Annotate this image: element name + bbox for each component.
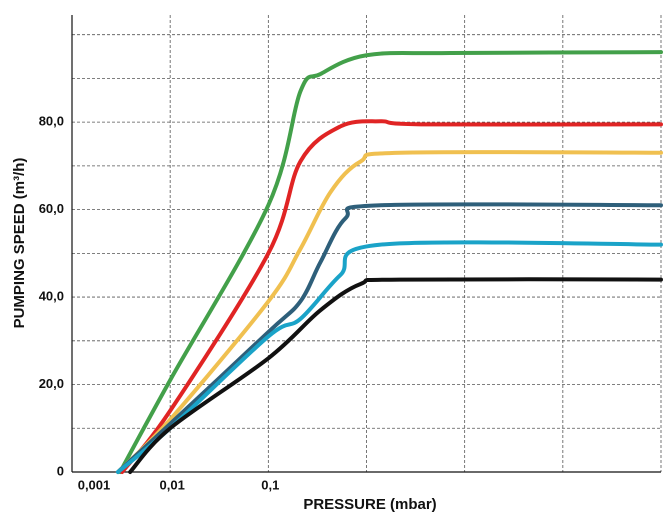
series-line xyxy=(128,277,663,474)
x-tick-label: 0,01 xyxy=(160,477,185,492)
series-line xyxy=(118,50,663,474)
y-tick-label: 60,0 xyxy=(39,201,64,216)
y-tick-label: 20,0 xyxy=(39,376,64,391)
x-axis-title: PRESSURE (mbar) xyxy=(303,496,436,513)
y-tick-label: 80,0 xyxy=(39,114,64,129)
y-tick-label: 40,0 xyxy=(39,289,64,304)
y-tick-label: 0 xyxy=(57,463,64,478)
series-line xyxy=(115,240,663,474)
series-line xyxy=(115,202,663,474)
y-axis-title: PUMPING SPEED (m³/h) xyxy=(11,158,28,329)
x-tick-label: 0,1 xyxy=(261,477,279,492)
x-tick-label: 0,001 xyxy=(78,477,111,492)
series-line xyxy=(115,150,663,474)
series-line xyxy=(120,119,663,474)
